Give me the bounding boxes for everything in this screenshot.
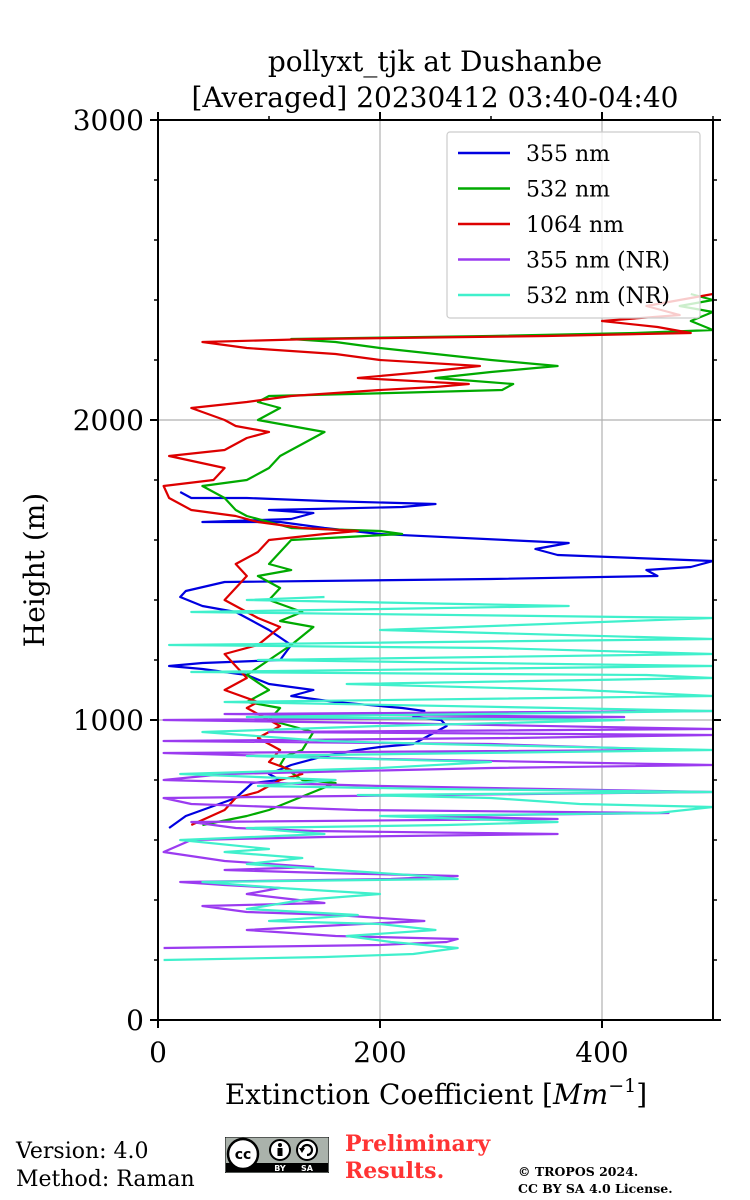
legend: 355 nm 532 nm 1064 nm 355 nm (NR) 532 nm (NR… [446, 131, 701, 319]
series-line-1 [201, 292, 713, 827]
y-tick-label-0: 0 [126, 1004, 144, 1037]
license-text: CC BY SA 4.0 License. [518, 1181, 673, 1196]
method-text: Method: Raman [16, 1167, 195, 1192]
chart-subtitle: [Averaged] 20230412 03:40-04:40 [192, 81, 679, 114]
x-axis-label: Extinction Coefficient [Mm−1] [225, 1075, 647, 1111]
plot-frame [157, 119, 714, 1021]
axis-ticks: 0 200 400 0 1000 2000 3000 [73, 104, 721, 1069]
y-tick-label-2: 2000 [73, 404, 144, 437]
x-axis-label-main: Extinction Coefficient [ [225, 1078, 553, 1111]
legend-label-3: 355 nm (NR) [526, 249, 670, 274]
by-label: BY [274, 1164, 286, 1173]
x-axis-label-unit: Mm [552, 1078, 608, 1111]
x-axis-label-end: ] [636, 1078, 647, 1111]
x-tick-label-2: 400 [575, 1036, 628, 1069]
preliminary-notice: Preliminary [345, 1131, 491, 1157]
x-tick-label-1: 200 [353, 1036, 406, 1069]
y-tick-label-1: 1000 [73, 704, 144, 737]
version-text: Version: 4.0 [16, 1139, 149, 1164]
legend-label-0: 355 nm [526, 142, 610, 167]
sa-label: SA [301, 1164, 314, 1173]
legend-label-2: 1064 nm [526, 213, 624, 238]
copyright-text: © TROPOS 2024. [518, 1164, 639, 1179]
series-line-2 [162, 292, 713, 827]
legend-box [446, 131, 701, 319]
svg-text:cc: cc [235, 1147, 252, 1163]
legend-label-4: 532 nm (NR) [526, 284, 670, 309]
x-tick-label-0: 0 [149, 1036, 167, 1069]
cc-license-badge: cc BY SA [224, 1136, 330, 1174]
series-line-3 [162, 709, 713, 950]
legend-label-1: 532 nm [526, 178, 610, 203]
x-axis-label-exponent: −1 [608, 1075, 636, 1097]
attribution-icon [269, 1139, 291, 1161]
chart-title: pollyxt_tjk at Dushanbe [268, 45, 602, 78]
share-alike-icon [296, 1139, 318, 1161]
cc-logo-icon: cc [226, 1137, 260, 1171]
series-layer [162, 292, 713, 962]
y-tick-label-3: 3000 [73, 104, 144, 137]
results-notice: Results. [345, 1158, 445, 1184]
series-line-4 [163, 595, 713, 962]
y-axis-label: Height (m) [18, 493, 51, 647]
